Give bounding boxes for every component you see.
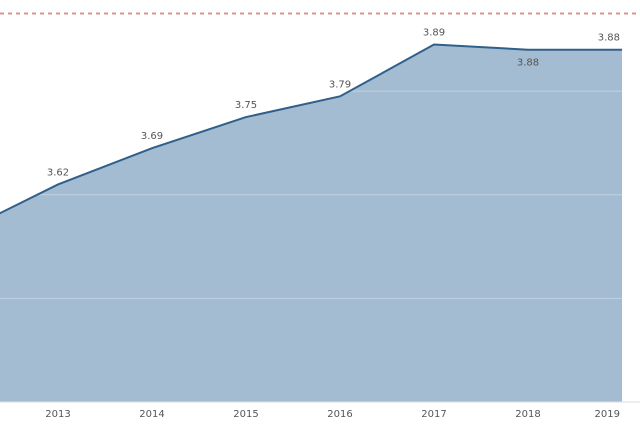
x-tick-label: 2013 [45, 409, 70, 420]
data-label: 3.88 [517, 58, 539, 69]
x-tick-label: 2019 [595, 409, 620, 420]
data-label: 3.79 [329, 79, 351, 90]
x-tick-label: 2017 [421, 409, 446, 420]
line [0, 43, 622, 215]
data-label: 3.89 [423, 28, 445, 39]
data-label: 3.62 [47, 167, 69, 178]
data-label: 3.75 [235, 100, 257, 111]
x-tick-label: 2014 [139, 409, 164, 420]
area [0, 44, 622, 402]
x-tick-label: 2016 [327, 409, 352, 420]
data-label: 3.69 [141, 131, 163, 142]
x-tick-label: 2015 [233, 409, 258, 420]
x-tick-label: 2018 [515, 409, 540, 420]
data-label: 3.88 [598, 33, 620, 44]
